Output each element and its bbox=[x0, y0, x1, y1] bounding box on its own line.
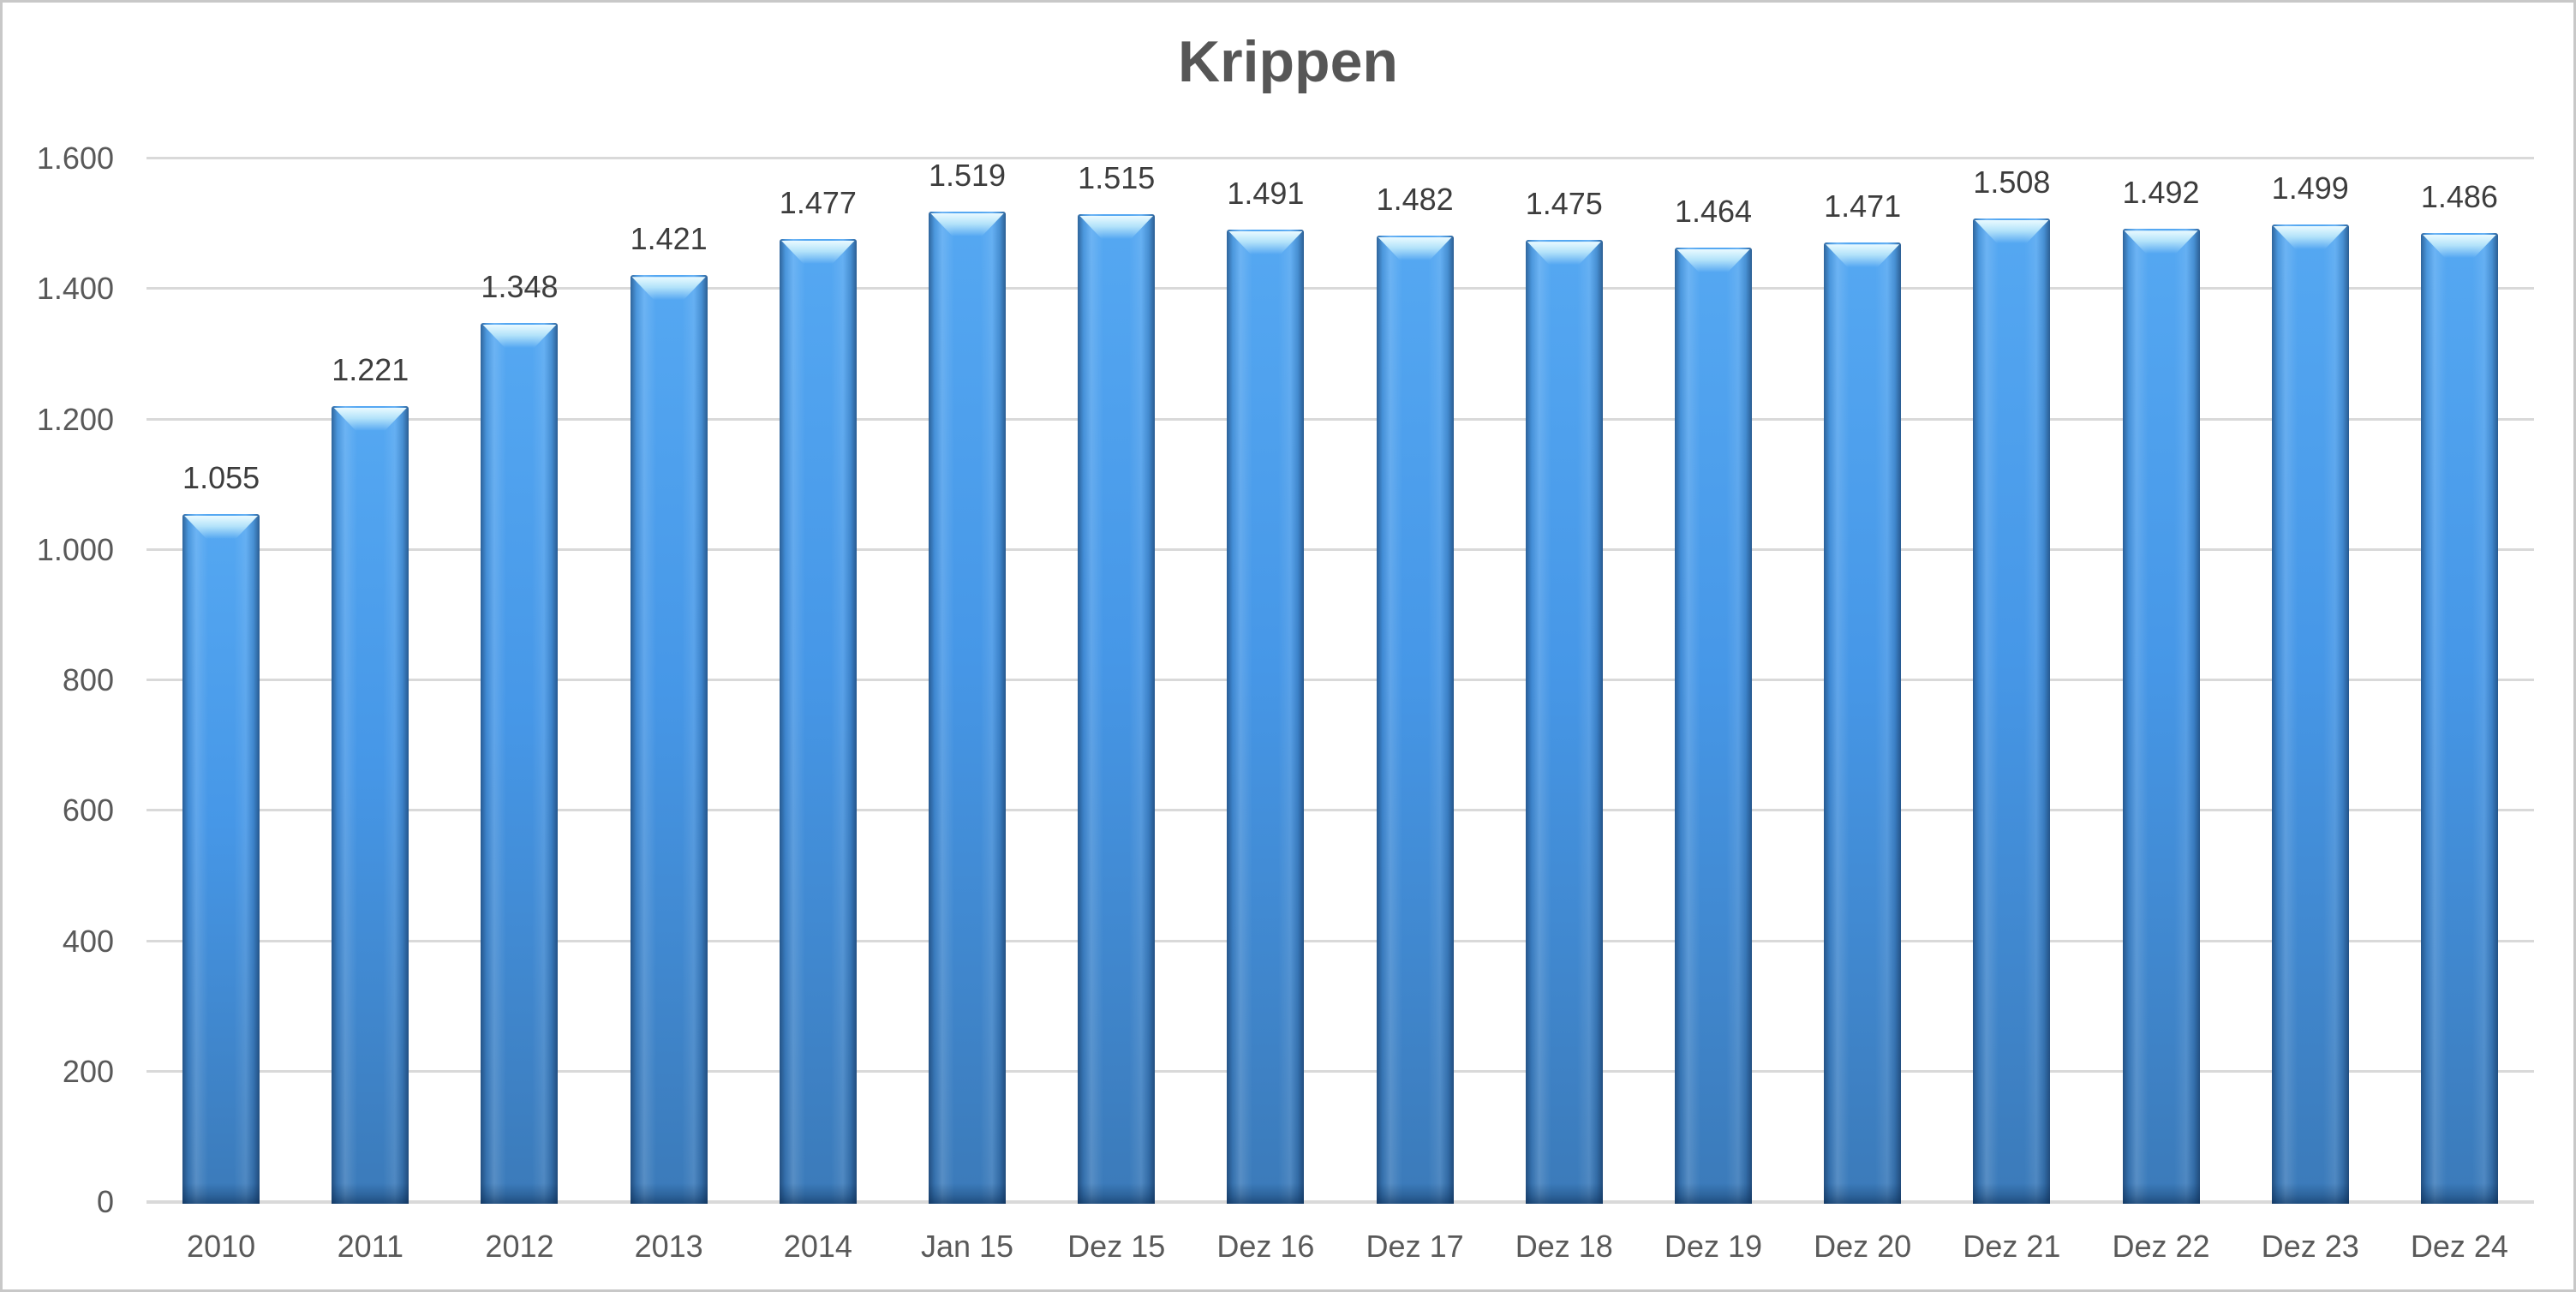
gridline bbox=[146, 287, 2534, 290]
bar-value-label: 1.519 bbox=[928, 157, 1007, 193]
x-axis-category-label: Dez 24 bbox=[2410, 1229, 2508, 1264]
x-axis-category-label: 2014 bbox=[783, 1229, 852, 1264]
x-axis-category-label: Dez 17 bbox=[1366, 1229, 1464, 1264]
bar-value-label: 1.491 bbox=[1227, 175, 1305, 211]
bar-2011 bbox=[332, 405, 409, 1205]
y-axis-tick-label: 1.200 bbox=[36, 401, 114, 437]
bar-dez-19 bbox=[1674, 247, 1752, 1205]
bar-value-label: 1.499 bbox=[2271, 170, 2349, 206]
bar-2014 bbox=[779, 238, 857, 1205]
x-axis-category-label: Dez 21 bbox=[1963, 1229, 2061, 1264]
x-axis-category-label: 2013 bbox=[634, 1229, 703, 1264]
bar-value-label: 1.055 bbox=[182, 459, 260, 495]
gridline bbox=[146, 1069, 2534, 1073]
bar-value-label: 1.475 bbox=[1525, 186, 1603, 222]
bar-dez-15 bbox=[1078, 213, 1156, 1205]
y-axis-tick-label: 800 bbox=[62, 662, 114, 697]
x-axis-category-label: 2010 bbox=[187, 1229, 256, 1264]
bar-dez-16 bbox=[1227, 229, 1305, 1205]
gridline bbox=[146, 939, 2534, 942]
bar-dez-24 bbox=[2420, 232, 2498, 1205]
x-axis-category-label: Dez 16 bbox=[1216, 1229, 1315, 1264]
bar-value-label: 1.477 bbox=[779, 184, 857, 220]
bar-value-label: 1.464 bbox=[1674, 193, 1753, 229]
gridline bbox=[146, 547, 2534, 551]
bar-dez-17 bbox=[1376, 235, 1454, 1205]
bar-dez-23 bbox=[2271, 224, 2349, 1205]
x-axis-category-label: Dez 19 bbox=[1664, 1229, 1762, 1264]
x-axis-category-label: 2011 bbox=[337, 1229, 403, 1264]
x-axis-category-label: Dez 15 bbox=[1067, 1229, 1166, 1264]
bar-2012 bbox=[481, 322, 559, 1205]
bar-jan-15 bbox=[929, 211, 1007, 1205]
chart-title: Krippen bbox=[1178, 29, 1398, 94]
x-axis-category-label: Dez 20 bbox=[1814, 1229, 1912, 1264]
y-axis-tick-label: 1.000 bbox=[36, 531, 114, 567]
bar-value-label: 1.348 bbox=[481, 268, 559, 304]
bar-dez-22 bbox=[2122, 229, 2200, 1204]
y-axis-tick-label: 1.400 bbox=[36, 271, 114, 307]
gridline bbox=[146, 679, 2534, 681]
y-axis-tick-label: 200 bbox=[62, 1053, 114, 1089]
bar-value-label: 1.421 bbox=[630, 221, 708, 257]
bar-dez-18 bbox=[1525, 240, 1603, 1204]
bar-value-label: 1.515 bbox=[1078, 159, 1156, 195]
bar-value-label: 1.221 bbox=[332, 351, 409, 387]
bar-2010 bbox=[182, 513, 260, 1205]
gridline bbox=[146, 417, 2534, 421]
plot-area: 0 200 400 600 800 1.000 1.200 1.400 1.600 1.055 20… bbox=[3, 3, 2573, 1289]
bar-2013 bbox=[630, 275, 708, 1204]
y-axis-tick-label: 0 bbox=[96, 1184, 114, 1219]
y-axis-tick-label: 1.600 bbox=[36, 141, 114, 176]
gridline bbox=[146, 157, 2534, 159]
x-axis-category-label: Dez 23 bbox=[2261, 1229, 2359, 1264]
bar-dez-20 bbox=[1824, 242, 1902, 1204]
bar-value-label: 1.508 bbox=[1973, 164, 2051, 200]
y-axis-tick-label: 600 bbox=[62, 793, 114, 828]
bar-value-label: 1.486 bbox=[2420, 178, 2498, 214]
bar-dez-21 bbox=[1973, 218, 2051, 1204]
x-axis-category-label: Jan 15 bbox=[920, 1229, 1014, 1264]
bar-value-label: 1.492 bbox=[2122, 175, 2200, 211]
x-axis-baseline bbox=[146, 1200, 2534, 1204]
gridline bbox=[146, 809, 2534, 812]
x-axis-category-label: Dez 18 bbox=[1515, 1229, 1613, 1264]
y-axis-tick-label: 400 bbox=[62, 923, 114, 959]
bar-value-label: 1.482 bbox=[1376, 181, 1454, 217]
x-axis-category-label: Dez 22 bbox=[2112, 1229, 2210, 1264]
x-axis-category-label: 2012 bbox=[485, 1229, 554, 1264]
bar-value-label: 1.471 bbox=[1824, 188, 1902, 224]
